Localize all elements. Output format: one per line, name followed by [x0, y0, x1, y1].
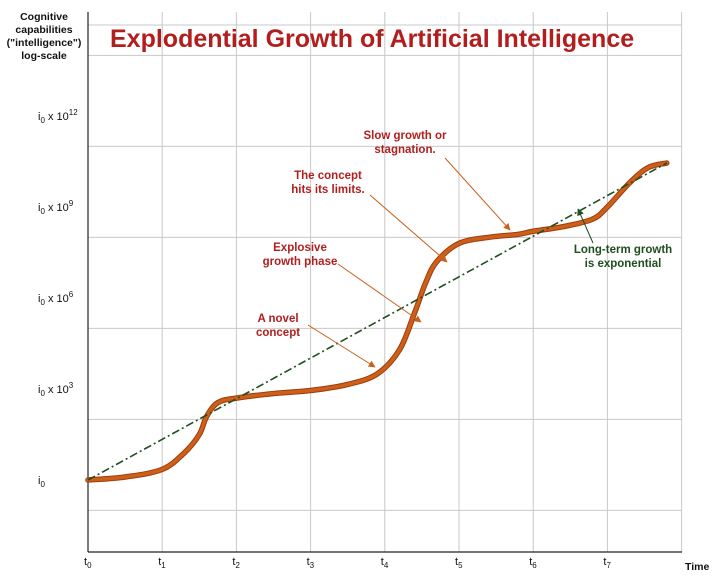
y-tick-label: i0 x 106 [38, 290, 74, 307]
x-axis-label: Time [685, 561, 709, 573]
annotation-text: A novel [257, 313, 298, 325]
annotation-arrow [444, 157, 511, 231]
annotation-arrow [577, 208, 594, 244]
axes [87, 12, 682, 553]
chart-title: Explodential Growth of Artificial Intell… [110, 25, 634, 53]
annotation-text: growth phase [263, 256, 338, 268]
annotation-exponential: Long-term growth is exponential [574, 208, 672, 270]
annotation-novel-concept: A novel concept [256, 313, 376, 368]
x-tick-label: t5 [455, 556, 463, 570]
annotation-text: hits its limits. [291, 184, 365, 196]
y-tick-labels: i0 i0 x 103 i0 x 106 i0 x 109 i0 x 1012 [38, 108, 78, 489]
trend-line-exponential [87, 162, 668, 481]
annotation-text: Explosive [273, 242, 327, 254]
annotation-arrow [337, 263, 422, 323]
series [85, 160, 670, 483]
growth-curve [86, 161, 669, 482]
y-tick-label: i0 x 109 [38, 199, 74, 216]
y-axis-label-line: Cognitive [20, 11, 68, 23]
annotation-text: stagnation. [374, 144, 435, 156]
y-tick-label: i0 [38, 475, 45, 489]
annotation-text: Long-term growth [574, 244, 672, 256]
annotation-arrow [369, 194, 448, 263]
x-tick-label: t3 [307, 556, 315, 570]
y-axis-label-line: ("intelligence") [7, 37, 82, 49]
annotation-hits-limits: The concept hits its limits. [291, 170, 448, 263]
annotation-arrow [307, 324, 376, 368]
x-tick-label: t1 [158, 556, 166, 570]
x-tick-label: t2 [232, 556, 240, 570]
y-axis-label: Cognitivecapabilities("intelligence")log… [7, 11, 82, 62]
annotation-text: Slow growth or [363, 130, 447, 142]
annotation-stagnation: Slow growth or stagnation. [363, 130, 511, 231]
x-tick-label: t6 [529, 556, 537, 570]
y-tick-label: i0 x 1012 [38, 108, 78, 125]
annotation-text: is exponential [585, 258, 662, 270]
annotation-text: concept [256, 327, 300, 339]
y-axis-label-line: log-scale [21, 50, 67, 62]
x-tick-label: t7 [603, 556, 611, 570]
x-tick-label: t0 [84, 556, 92, 570]
y-axis-label-line: capabilities [15, 24, 72, 36]
x-tick-label: t4 [381, 556, 389, 570]
x-tick-labels: t0 t1 t2 t3 t4 t5 t6 t7 [84, 556, 611, 570]
annotation-text: The concept [294, 170, 362, 182]
annotation-explosive-growth: Explosive growth phase [263, 242, 422, 323]
grid [87, 12, 683, 552]
y-tick-label: i0 x 103 [38, 381, 74, 398]
